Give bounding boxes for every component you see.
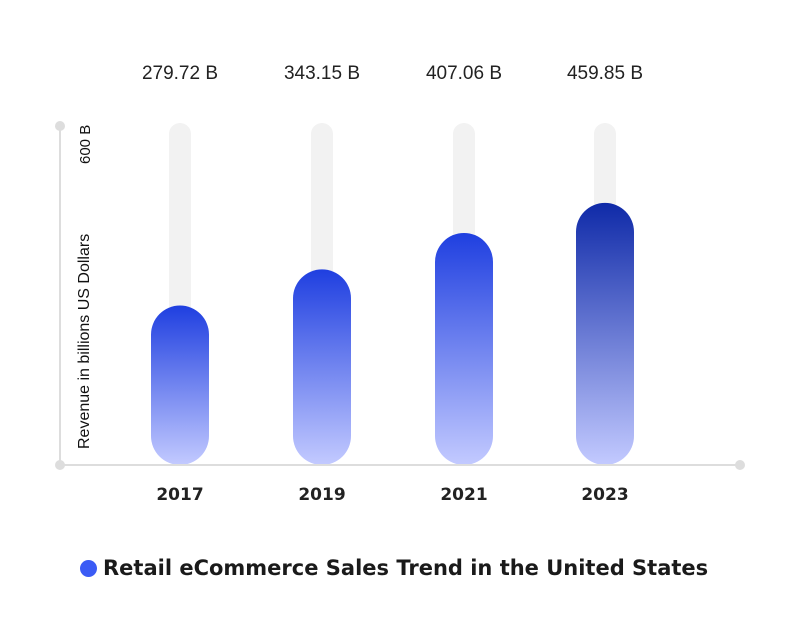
bar-2019 [293, 269, 351, 465]
legend-label: Retail eCommerce Sales Trend in the Unit… [103, 556, 709, 580]
origin-dot [55, 460, 65, 470]
bar-2023 [576, 202, 634, 465]
x-tick-label: 2019 [298, 485, 345, 505]
y-axis-end-dot [55, 121, 65, 131]
y-axis-max-label: 600 B [77, 125, 94, 164]
value-label: 279.72 B [142, 63, 218, 84]
x-tick-label: 2017 [156, 485, 203, 505]
value-label: 407.06 B [426, 63, 502, 84]
axes [55, 121, 745, 470]
y-axis-title: Revenue in billions US Dollars [76, 234, 93, 449]
x-tick-label: 2023 [581, 485, 628, 505]
legend-dot-icon [80, 559, 97, 577]
bars [151, 202, 634, 465]
value-labels: 279.72 B 343.15 B 407.06 B 459.85 B [142, 63, 643, 84]
bar-tracks [169, 123, 616, 455]
value-label: 343.15 B [284, 63, 360, 84]
x-axis-end-dot [735, 460, 745, 470]
bar-2021 [435, 232, 493, 465]
value-label: 459.85 B [567, 63, 643, 84]
x-tick-labels: 2017 2019 2021 2023 [156, 485, 628, 505]
x-tick-label: 2021 [440, 485, 487, 505]
legend: Retail eCommerce Sales Trend in the Unit… [80, 556, 708, 580]
bar-2017 [151, 305, 209, 465]
